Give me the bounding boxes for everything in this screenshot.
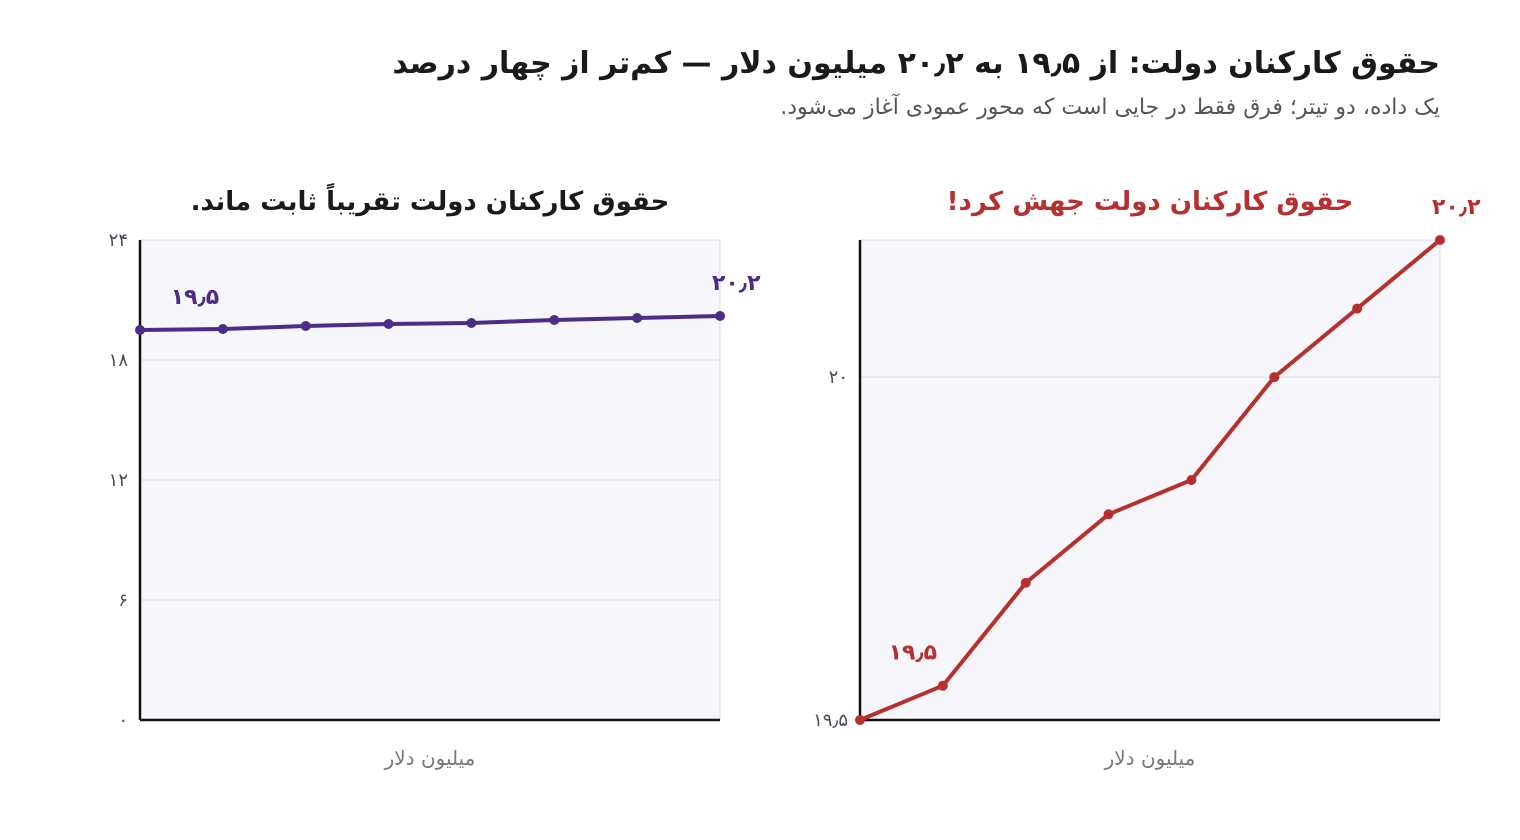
honest-data-point (383, 319, 394, 329)
misleading-value-label: ۱۹٫۵ (889, 641, 938, 666)
page-title: حقوق کارکنان دولت: از ۱۹٫۵ به ۲۰٫۲ میلیو… (392, 46, 1440, 81)
honest-y-tick-label: ۰ (118, 710, 128, 731)
misleading-data-point (1352, 303, 1363, 314)
honest-unit-label: میلیون دلار (384, 746, 476, 770)
honest-data-point (632, 313, 643, 323)
misleading-unit-label: میلیون دلار (1104, 746, 1196, 770)
honest-data-point (549, 315, 560, 325)
misleading-panel-title: حقوق کارکنان دولت جهش کرد! (947, 187, 1354, 217)
misleading-data-point (937, 680, 948, 691)
misleading-data-point (1435, 235, 1445, 245)
misleading-data-point (1103, 509, 1114, 520)
misleading-y-tick-label: ۲۰ (829, 367, 848, 388)
header: حقوق کارکنان دولت: از ۱۹٫۵ به ۲۰٫۲ میلیو… (80, 38, 1440, 126)
misleading-data-point (1020, 577, 1031, 588)
honest-data-point (135, 325, 145, 335)
honest-y-tick-label: ۲۴ (109, 230, 128, 251)
honest-value-label: ۲۰٫۲ (712, 271, 761, 296)
misleading-data-point (1186, 475, 1197, 485)
page-subtitle: یک داده، دو تیتر؛ فرق فقط در جایی است که… (780, 95, 1440, 120)
honest-y-tick-label: ۶ (118, 590, 128, 611)
honest-series-line (138, 314, 722, 332)
honest-data-point (217, 324, 228, 334)
honest-data-point (300, 321, 311, 331)
misleading-data-point (855, 715, 865, 725)
honest-y-tick-label: ۱۲ (109, 470, 128, 491)
misleading-value-label: ۲۰٫۲ (1432, 195, 1481, 220)
honest-panel-title: حقوق کارکنان دولت تقریباً ثابت ماند. (191, 182, 670, 217)
honest-data-point (715, 311, 725, 321)
honest-value-label: ۱۹٫۵ (171, 285, 220, 310)
honest-y-tick-label: ۱۸ (109, 350, 129, 371)
honest-data-point (466, 318, 477, 328)
misleading-y-tick-label: ۱۹٫۵ (813, 710, 848, 731)
misleading-series-line (858, 238, 1442, 722)
misleading-data-point (1269, 372, 1280, 383)
